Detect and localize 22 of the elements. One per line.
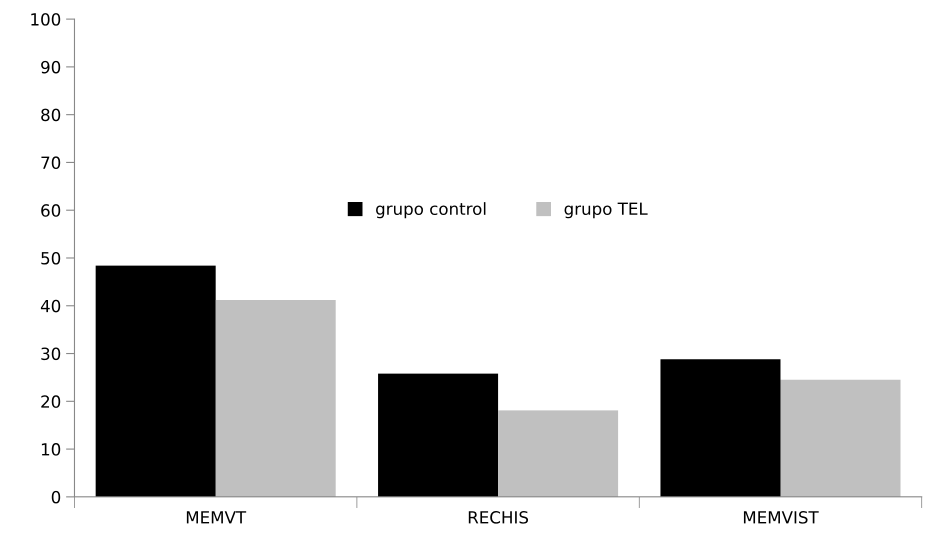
y-tick-label: 20 bbox=[41, 395, 60, 408]
y-tick-label: 70 bbox=[41, 156, 60, 170]
y-tick-label: 90 bbox=[41, 60, 60, 74]
y-tick-label: 60 bbox=[41, 204, 60, 217]
bar bbox=[498, 410, 618, 497]
y-tick-label: 100 bbox=[31, 13, 60, 26]
y-tick-label: 50 bbox=[41, 252, 60, 265]
bar bbox=[660, 359, 780, 497]
bar bbox=[216, 300, 336, 497]
x-tick-label: MEMVIST bbox=[744, 511, 819, 524]
bar bbox=[96, 266, 216, 497]
y-tick-label: 80 bbox=[41, 108, 60, 122]
x-tick-label: MEMVT bbox=[186, 511, 246, 524]
y-tick-label: 30 bbox=[41, 347, 60, 360]
y-tick-label: 40 bbox=[40, 300, 60, 312]
x-tick-label: RECHIS bbox=[468, 511, 528, 524]
y-tick-label: 10 bbox=[42, 443, 60, 456]
legend-label: grupo TEL bbox=[564, 202, 648, 218]
bar bbox=[780, 380, 901, 497]
legend-label: grupo control bbox=[376, 202, 486, 218]
bar bbox=[378, 374, 498, 497]
y-tick-label: 0 bbox=[52, 490, 60, 504]
